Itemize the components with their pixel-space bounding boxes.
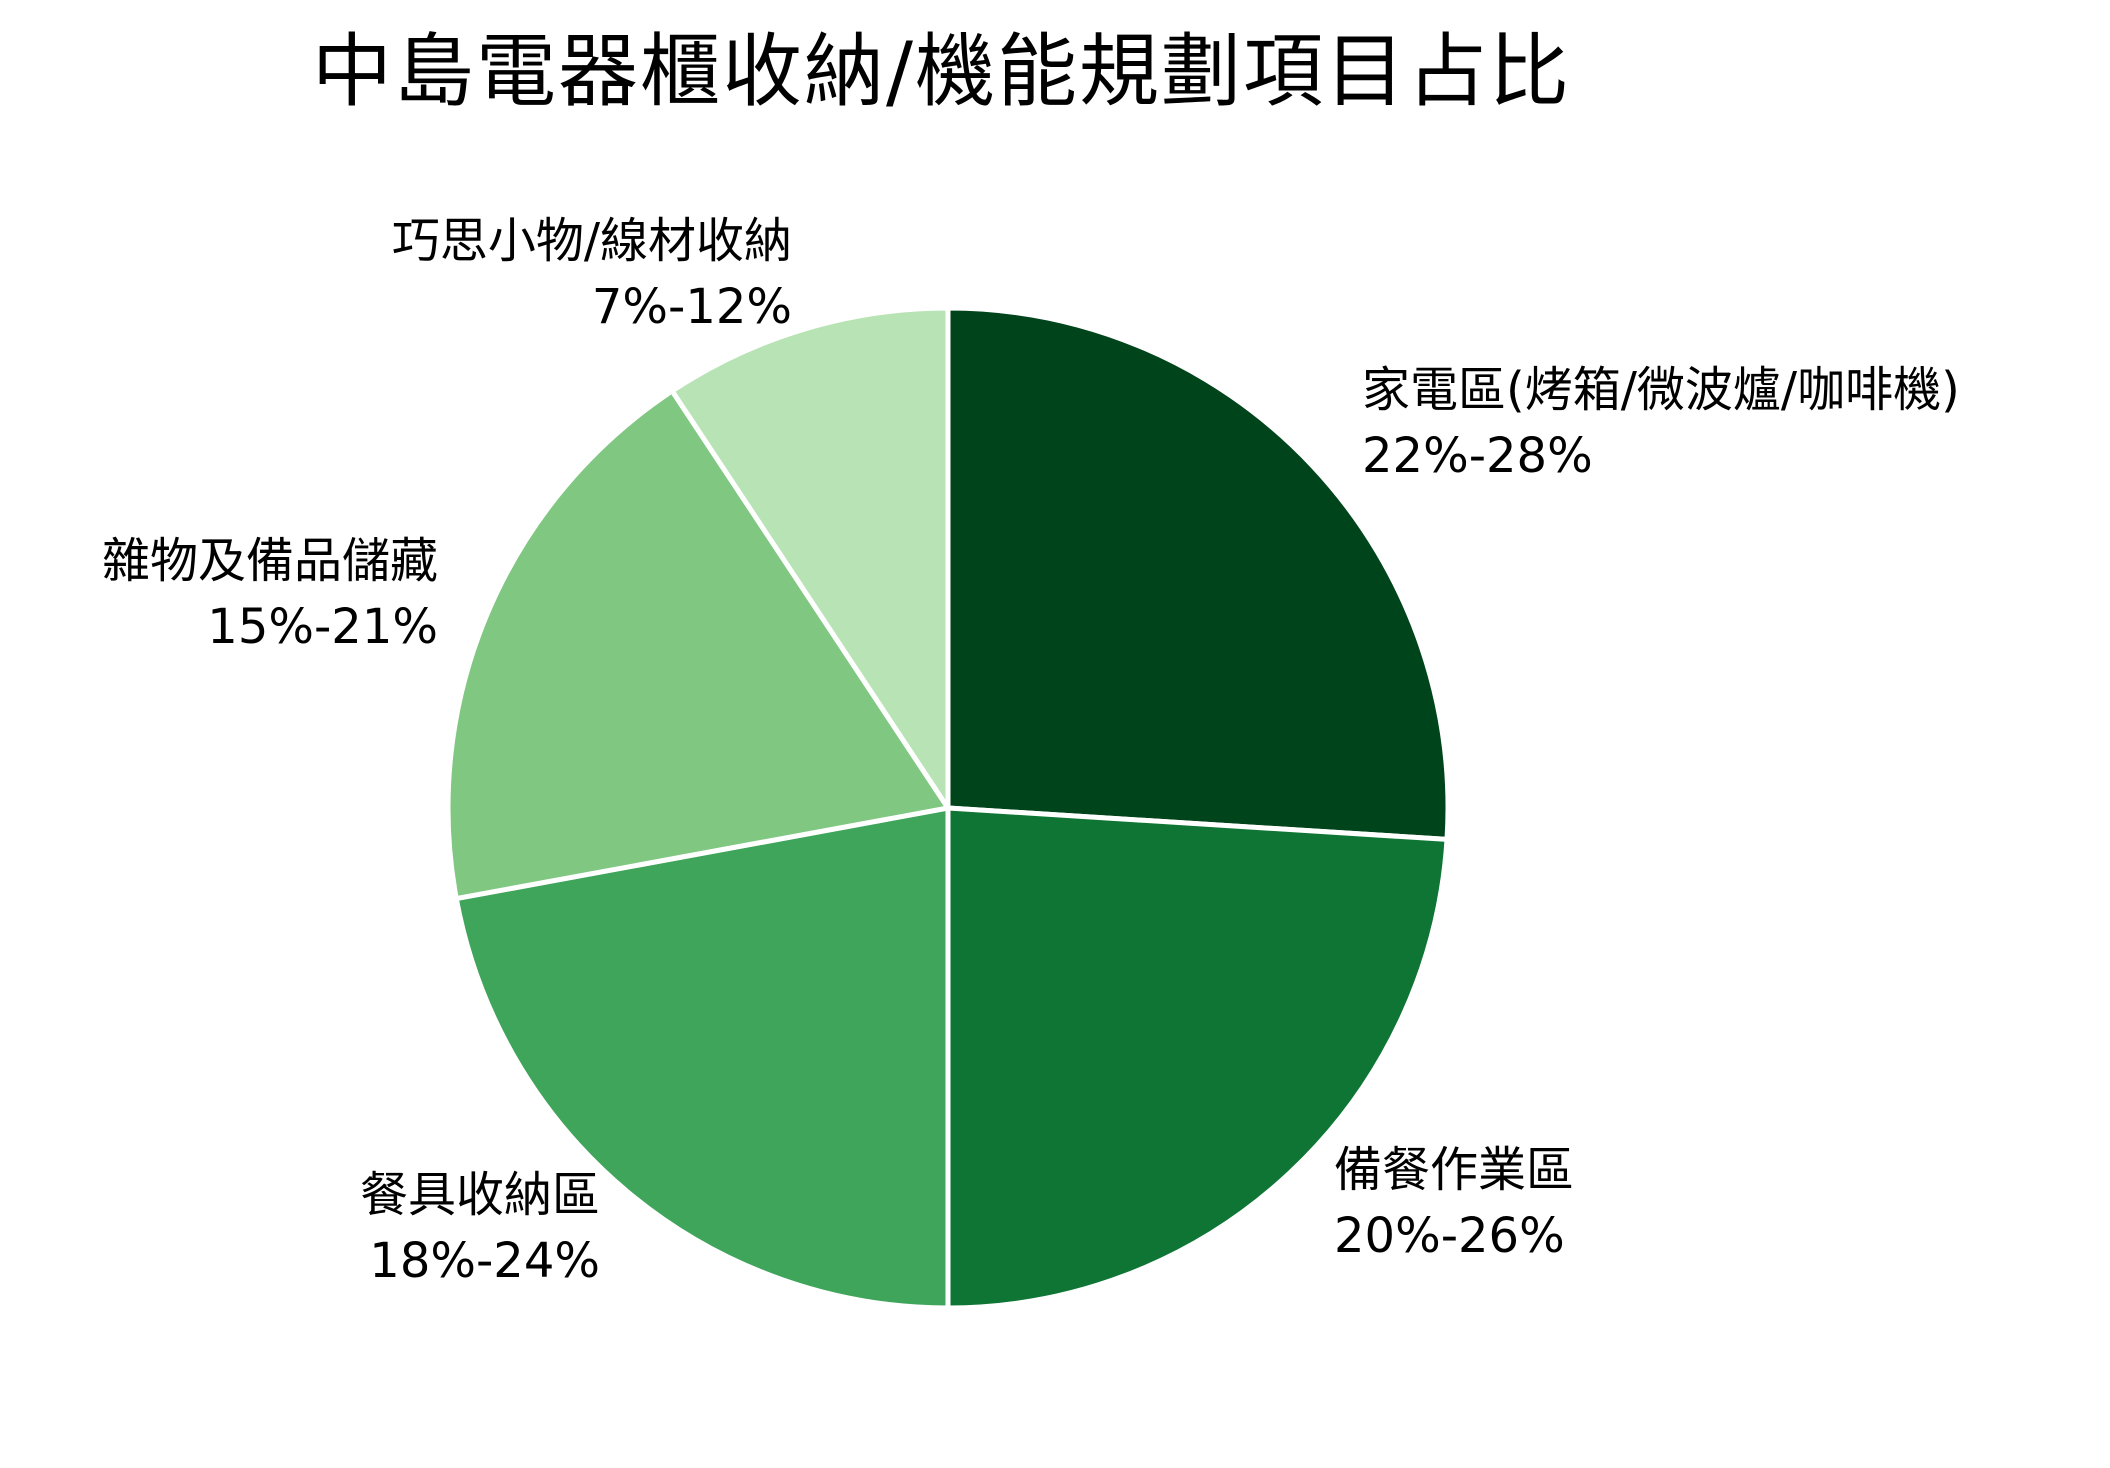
slice-label-tableware-zone: 餐具收納區 18%-24% xyxy=(360,1162,600,1294)
pie-slice-prep-zone xyxy=(945,805,1450,1311)
pie-slice-sundries-storage xyxy=(445,388,951,902)
pie-slices xyxy=(445,305,1451,1311)
pie-slice-appliance-zone xyxy=(945,305,1451,842)
slice-label-name: 家電區(烤箱/微波爐/咖啡機) xyxy=(1362,362,1960,418)
slice-label-range: 15%-21% xyxy=(207,599,438,655)
slice-label-appliance-zone: 家電區(烤箱/微波爐/咖啡機) 22%-28% xyxy=(1362,357,1960,489)
slice-label-name: 雜物及備品儲藏 xyxy=(101,533,438,589)
slice-label-name: 餐具收納區 xyxy=(359,1167,600,1223)
pie-slice-small-items-cables xyxy=(669,305,951,811)
chart-title: 中島電器櫃收納/機能規劃項目占比 xyxy=(312,25,1571,118)
slice-label-range: 7%-12% xyxy=(591,279,792,335)
slice-label-range: 18%-24% xyxy=(369,1233,600,1289)
slice-label-range: 20%-26% xyxy=(1334,1208,1565,1264)
pie-slice-tableware-zone xyxy=(453,805,951,1311)
slice-label-small-items-cables: 巧思小物/線材收納 7%-12% xyxy=(392,208,792,340)
slice-label-name: 巧思小物/線材收納 xyxy=(391,213,792,269)
slice-label-prep-zone: 備餐作業區 20%-26% xyxy=(1334,1137,1574,1269)
slice-label-sundries-storage: 雜物及備品儲藏 15%-21% xyxy=(102,528,438,660)
slice-label-name: 備餐作業區 xyxy=(1334,1142,1575,1198)
slice-label-range: 22%-28% xyxy=(1362,428,1593,484)
